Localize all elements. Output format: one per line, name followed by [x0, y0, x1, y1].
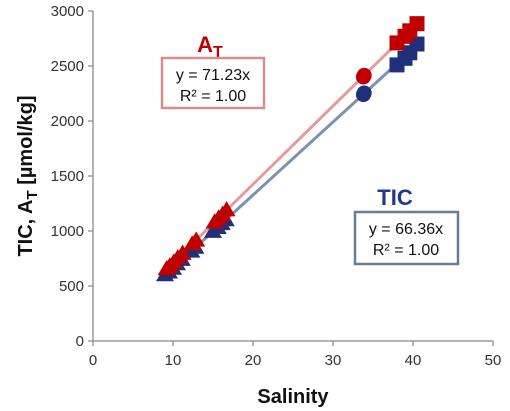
x-tick-label: 50	[485, 352, 502, 369]
data-point-at	[409, 16, 425, 32]
y-tick-label: 500	[59, 278, 84, 295]
y-tick-label: 1000	[51, 223, 84, 240]
data-point-at	[187, 231, 206, 247]
y-tick-label: 1500	[51, 168, 84, 185]
data-point-at	[217, 201, 236, 217]
equation-box-at	[160, 56, 266, 110]
r-squared-at: R² = 1.00	[180, 88, 246, 105]
y-tick-label: 2000	[51, 113, 84, 130]
y-tick-label: 3000	[51, 3, 84, 20]
equation-at: y = 71.23x	[176, 67, 250, 84]
x-tick-label: 0	[89, 352, 97, 369]
series-label-at-main: A	[197, 32, 213, 57]
axes	[92, 11, 493, 342]
x-tick-label: 20	[245, 352, 262, 369]
series-label-tic: TIC	[377, 185, 413, 210]
y-tick-label: 0	[76, 333, 84, 350]
data-markers	[156, 16, 425, 282]
fit-line-at	[163, 22, 419, 272]
data-point-tic	[356, 85, 372, 101]
series-label-at-subscript: T	[213, 44, 223, 61]
series-label-tic-main: TIC	[377, 185, 413, 210]
x-axis-title: Salinity	[257, 386, 329, 408]
data-point-at	[173, 244, 192, 260]
y-axis-title-main: TIC, A	[15, 200, 37, 257]
equation-box-tic	[353, 210, 460, 266]
y-axis-title-unit: [µmol/kg]	[15, 95, 37, 190]
data-point-tic	[409, 36, 425, 52]
r-squared-tic: R² = 1.00	[373, 242, 439, 259]
y-tick-labels: 0 500 1000 1500 2000 2500 3000	[51, 3, 93, 350]
equation-tic: y = 66.36x	[369, 221, 443, 238]
x-tick-label: 30	[325, 352, 342, 369]
y-axis-title: TIC, AT [µmol/kg]	[15, 95, 41, 256]
y-tick-label: 2500	[51, 58, 84, 75]
y-axis-title-subscript: T	[24, 190, 41, 199]
x-tick-label: 10	[165, 352, 182, 369]
x-tick-label: 40	[405, 352, 422, 369]
series-label-at: AT	[197, 32, 223, 61]
data-point-at	[356, 67, 372, 83]
x-tick-labels: 0 10 20 30 40 50	[89, 341, 502, 369]
